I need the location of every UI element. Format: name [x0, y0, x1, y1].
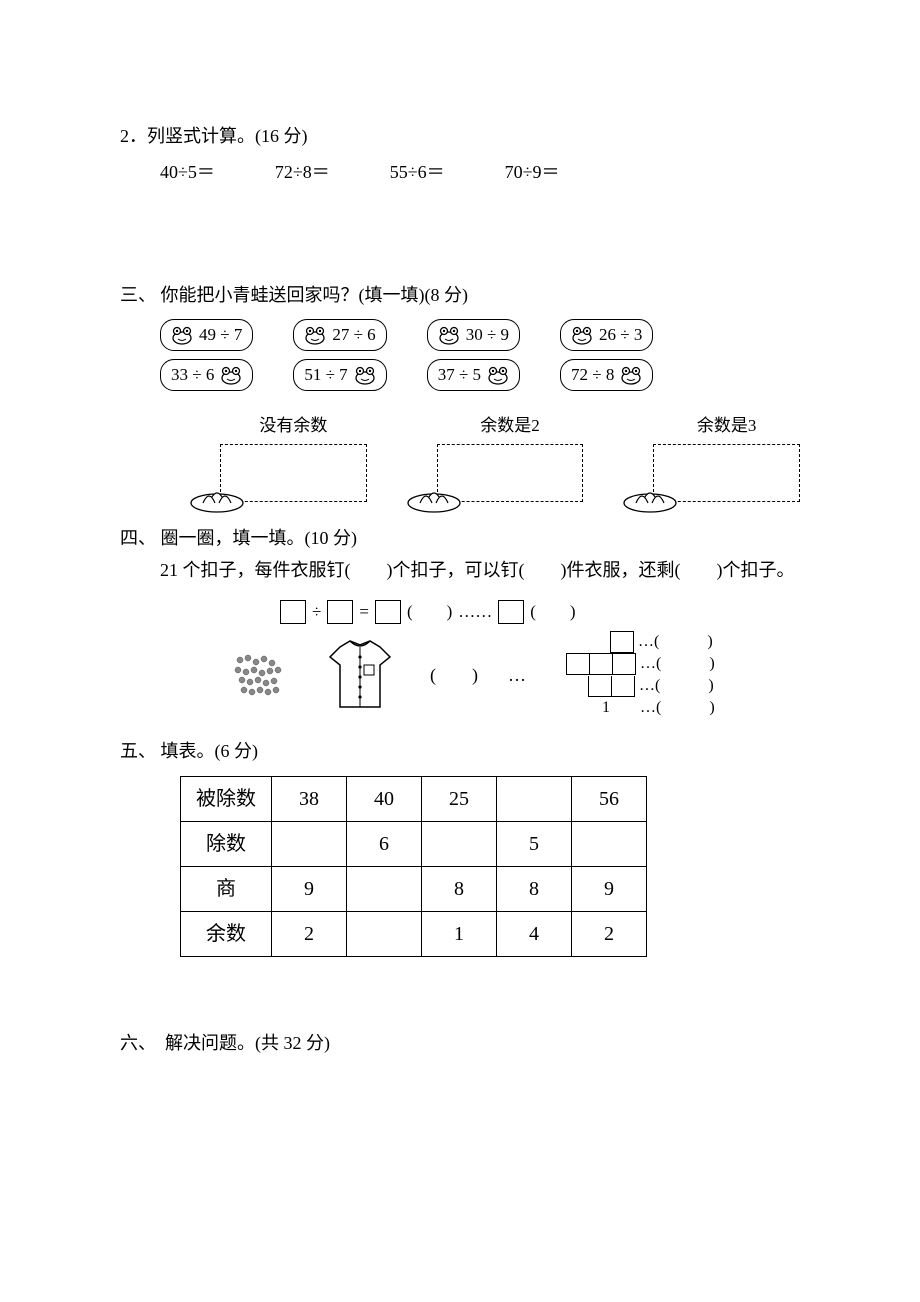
table-header: 余数 [181, 911, 272, 956]
frog-box: 37 ÷ 5 [427, 359, 520, 391]
dots: … [640, 694, 656, 723]
frog-expr: 27 ÷ 6 [332, 320, 375, 351]
q4-equation: ÷ = ( ) …… ( ) [280, 597, 800, 628]
q6-title: 六、 解决问题。(共 32 分) [120, 1027, 800, 1059]
pad-group: 没有余数 [220, 411, 367, 502]
table-cell: 9 [272, 866, 347, 911]
q2-title: 2．列竖式计算。(16 分) [120, 120, 800, 152]
frog-icon [487, 364, 509, 386]
paren: ( ) [656, 694, 715, 723]
table-cell [347, 866, 422, 911]
q3-title: 三、 你能把小青蛙送回家吗？(填一填)(8 分) [120, 279, 800, 311]
frog-icon [438, 324, 460, 346]
table-cell: 1 [422, 911, 497, 956]
table-cell [272, 821, 347, 866]
q5-title: 五、 填表。(6 分) [120, 735, 800, 767]
table-cell: 2 [572, 911, 647, 956]
frog-expr: 37 ÷ 5 [438, 360, 481, 391]
frog-box: 26 ÷ 3 [560, 319, 653, 351]
ladder-num: 1 [566, 694, 614, 723]
frog-box: 33 ÷ 6 [160, 359, 253, 391]
pad-group: 余数是3 [653, 411, 800, 502]
table-cell: 25 [422, 776, 497, 821]
q2-item: 72÷8＝ [275, 156, 330, 188]
pad-label: 余数是2 [437, 411, 584, 442]
frog-icon [571, 324, 593, 346]
paren: ( ) [407, 597, 452, 628]
frog-icon [220, 364, 242, 386]
q4-title: 四、 圈一圈，填一填。(10 分) [120, 522, 800, 554]
blank-box [280, 600, 306, 624]
lotus-icon [189, 473, 245, 513]
frog-icon [304, 324, 326, 346]
frog-expr: 49 ÷ 7 [199, 320, 242, 351]
table-header: 除数 [181, 821, 272, 866]
table-cell [497, 776, 572, 821]
pad-box [653, 444, 800, 502]
dots: …… [458, 597, 492, 628]
shirt-paren: ( ) [430, 659, 478, 691]
frog-box: 30 ÷ 9 [427, 319, 520, 351]
table-cell: 9 [572, 866, 647, 911]
table-cell: 40 [347, 776, 422, 821]
lotus-icon [406, 473, 462, 513]
table-cell: 56 [572, 776, 647, 821]
frog-box: 49 ÷ 7 [160, 319, 253, 351]
dots: … [508, 659, 526, 691]
shirt-icon [320, 635, 400, 715]
table-cell: 5 [497, 821, 572, 866]
table-cell [422, 821, 497, 866]
frog-box: 72 ÷ 8 [560, 359, 653, 391]
pad-box [437, 444, 584, 502]
pad-group: 余数是2 [437, 411, 584, 502]
q4-graphics: ( ) … …( ) …( ) …( ) 1…( ) [230, 631, 800, 719]
frog-expr: 72 ÷ 8 [571, 360, 614, 391]
blank-box [498, 600, 524, 624]
table-cell: 8 [422, 866, 497, 911]
table-cell: 8 [497, 866, 572, 911]
pad-label: 没有余数 [220, 411, 367, 442]
buttons-cluster-icon [230, 650, 290, 700]
blank-box [327, 600, 353, 624]
table-cell: 2 [272, 911, 347, 956]
table-cell [572, 821, 647, 866]
frog-box: 27 ÷ 6 [293, 319, 386, 351]
lotus-icon [622, 473, 678, 513]
q2-equations: 40÷5＝ 72÷8＝ 55÷6＝ 70÷9＝ [160, 156, 800, 188]
q4-body: 21 个扣子，每件衣服钉( )个扣子，可以钉( )件衣服，还剩( )个扣子。 [160, 554, 800, 586]
q2-item: 40÷5＝ [160, 156, 215, 188]
q2-item: 70÷9＝ [505, 156, 560, 188]
table-header: 被除数 [181, 776, 272, 821]
frog-box: 51 ÷ 7 [293, 359, 386, 391]
blank-box [375, 600, 401, 624]
frog-icon [620, 364, 642, 386]
frog-expr: 30 ÷ 9 [466, 320, 509, 351]
frog-expr: 26 ÷ 3 [599, 320, 642, 351]
ladder-diagram: …( ) …( ) …( ) 1…( ) [566, 631, 715, 719]
frog-expr: 33 ÷ 6 [171, 360, 214, 391]
pad-box [220, 444, 367, 502]
frog-icon [171, 324, 193, 346]
frog-expr: 51 ÷ 7 [304, 360, 347, 391]
table-cell: 6 [347, 821, 422, 866]
frog-icon [354, 364, 376, 386]
q5-table: 被除数 38 40 25 56 除数 6 5 商 9 8 8 9 余数 2 [180, 776, 647, 957]
pad-label: 余数是3 [653, 411, 800, 442]
table-cell: 38 [272, 776, 347, 821]
table-cell: 4 [497, 911, 572, 956]
paren: ( ) [530, 597, 575, 628]
table-cell [347, 911, 422, 956]
table-header: 商 [181, 866, 272, 911]
q2-item: 55÷6＝ [390, 156, 445, 188]
q3-diagram: 49 ÷ 7 27 ÷ 6 30 ÷ 9 26 ÷ 3 33 ÷ 6 51 ÷ … [160, 319, 800, 502]
